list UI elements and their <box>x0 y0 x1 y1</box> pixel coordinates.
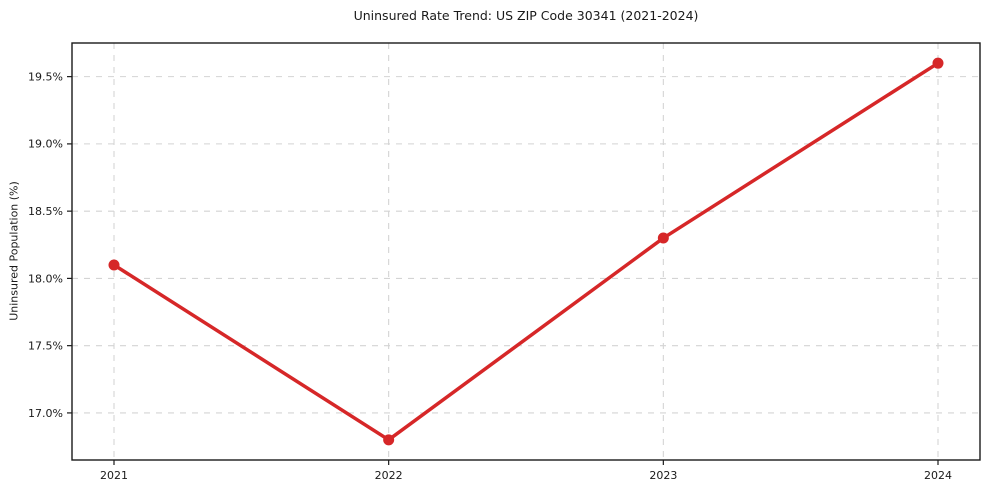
y-tick-label: 17.0% <box>28 407 63 420</box>
y-tick-label: 17.5% <box>28 340 63 353</box>
y-tick-label: 19.0% <box>28 138 63 151</box>
data-point-marker <box>932 57 944 69</box>
data-point-marker <box>657 232 669 244</box>
plot-border <box>71 42 981 461</box>
data-point-marker <box>383 434 395 446</box>
y-tick-label: 18.5% <box>28 205 63 218</box>
data-point-marker <box>108 259 120 271</box>
y-tick-label: 18.0% <box>28 272 63 285</box>
x-tick-label: 2021 <box>100 469 128 482</box>
x-tick-label: 2023 <box>649 469 677 482</box>
y-axis-label: Uninsured Population (%) <box>7 181 21 321</box>
trend-line <box>112 61 940 442</box>
x-tick-label: 2024 <box>924 469 952 482</box>
y-tick-label: 19.5% <box>28 70 63 83</box>
chart-title: Uninsured Rate Trend: US ZIP Code 30341 … <box>353 8 699 23</box>
x-tick-label: 2022 <box>375 469 403 482</box>
